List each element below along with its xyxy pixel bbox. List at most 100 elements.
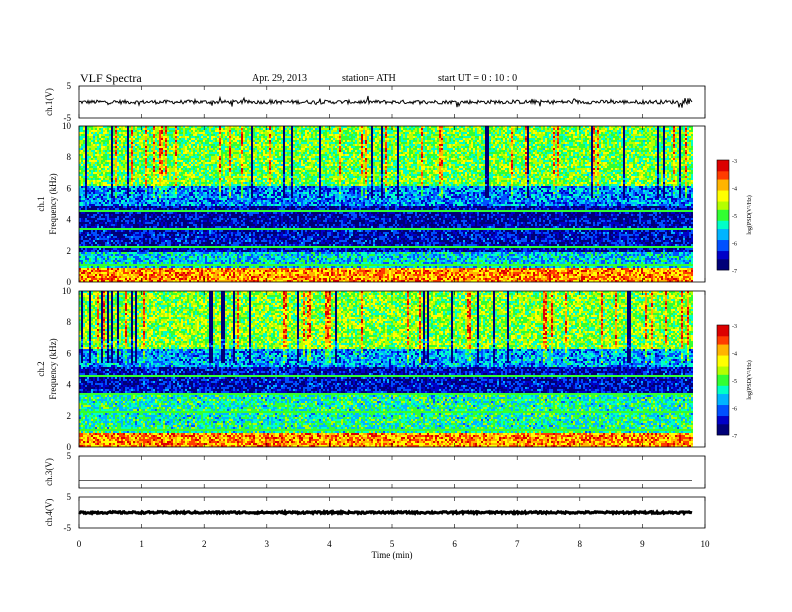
spectrogram-cell (107, 240, 109, 242)
spectrogram-cell (123, 196, 125, 198)
waveform-trace (79, 96, 692, 108)
spectrogram-cell (119, 210, 121, 212)
spectrogram-cell (87, 150, 89, 152)
spectrogram-cell (87, 160, 89, 162)
spectrogram-cell (93, 172, 95, 174)
spectrogram-cell (107, 216, 109, 218)
spectrogram-cell (99, 232, 101, 234)
spectrogram-cell (117, 172, 119, 174)
spectrogram-cell (91, 276, 93, 278)
spectrogram-cell (115, 222, 117, 224)
spectrogram-cell (89, 136, 91, 138)
spectrogram-cell (83, 180, 85, 182)
spectrogram-cell (89, 214, 91, 216)
spectrogram-cell (131, 156, 133, 158)
spectrogram-cell (99, 240, 101, 242)
spectrogram-cell (119, 250, 121, 252)
spectrogram-cell (99, 194, 101, 196)
spectrogram-cell (87, 176, 89, 178)
spectrogram-cell (81, 180, 83, 182)
spectrogram-cell (93, 150, 95, 152)
spectrogram-cell (95, 262, 97, 264)
spectrogram-cell (109, 218, 111, 220)
spectrogram-cell (129, 156, 131, 158)
spectrogram-cell (127, 252, 129, 254)
spectrogram-cell (133, 200, 135, 202)
spectrogram-cell (131, 142, 133, 144)
spectrogram-cell (115, 202, 117, 204)
spectrogram-cell (89, 142, 91, 144)
spectrogram-cell (85, 264, 87, 266)
spectrogram-cell (119, 220, 121, 222)
spectrogram-cell (121, 278, 123, 280)
spectrogram-cell (131, 180, 133, 182)
spectrogram-cell (83, 226, 85, 228)
spectrogram-cell (93, 188, 95, 190)
spectrogram-cell (89, 264, 91, 266)
spectrogram-cell (131, 192, 133, 194)
spectrogram-cell (97, 256, 99, 258)
spectrogram-cell (131, 224, 133, 226)
spectrogram-cell (83, 228, 85, 230)
spectrogram-cell (109, 192, 111, 194)
spectrogram-cell (97, 278, 99, 280)
spectrogram-cell (101, 256, 103, 258)
spectrogram-cell (111, 128, 113, 130)
spectrogram-cell (81, 278, 83, 280)
spectrogram-cell (81, 144, 83, 146)
spectrogram-cell (125, 138, 127, 140)
spectrogram-cell (123, 260, 125, 262)
spectrogram-cell (89, 180, 91, 182)
spectrogram-cell (117, 140, 119, 142)
spectrogram-cell (115, 276, 117, 278)
spectrogram-cell (97, 274, 99, 276)
spectrogram-cell (99, 140, 101, 142)
spectrogram-cell (109, 146, 111, 148)
spectrogram-cell (103, 248, 105, 250)
spectrogram-cell (107, 218, 109, 220)
spectrogram-cell (97, 218, 99, 220)
spectrogram-cell (109, 272, 111, 274)
spectrogram-cell (83, 162, 85, 164)
spectrogram-cell (109, 258, 111, 260)
spectrogram-cell (99, 196, 101, 198)
spectrogram-cell (119, 224, 121, 226)
spectrogram-cell (87, 256, 89, 258)
spectrogram-cell (133, 158, 135, 160)
spectrogram-cell (125, 220, 127, 222)
spectrogram-cell (125, 184, 127, 186)
spectrogram-cell (113, 214, 115, 216)
spectrogram-cell (101, 260, 103, 262)
spectrogram-cell (127, 214, 129, 216)
spectrogram-cell (111, 252, 113, 254)
spectrogram-cell (91, 250, 93, 252)
spectrogram-cell (87, 178, 89, 180)
spectrogram-cell (103, 278, 105, 280)
spectrogram-cell (83, 278, 85, 280)
spectrogram-cell (103, 134, 105, 136)
spectrogram-cell (93, 244, 95, 246)
spectrogram-cell (105, 198, 107, 200)
spectrogram-cell (97, 248, 99, 250)
waveform-frame (79, 86, 705, 118)
spectrogram-cell (95, 198, 97, 200)
spectrogram-cell (91, 194, 93, 196)
spectrogram-cell (129, 256, 131, 258)
spectrogram-cell (93, 174, 95, 176)
spectrogram-cell (89, 192, 91, 194)
spectrogram-cell (107, 174, 109, 176)
spectrogram-cell (105, 252, 107, 254)
spectrogram-cell (117, 142, 119, 144)
spectrogram-cell (87, 170, 89, 172)
spectrogram-cell (81, 166, 83, 168)
spectrogram-cell (93, 254, 95, 256)
spectrogram-cell (123, 164, 125, 166)
spectrogram-cell (109, 176, 111, 178)
spectrogram-cell (107, 252, 109, 254)
spectrogram-cell (115, 274, 117, 276)
spectrogram-cell (97, 204, 99, 206)
spectrogram-cell (123, 128, 125, 130)
spectrogram-cell (129, 150, 131, 152)
spectrogram-cell (117, 264, 119, 266)
spectrogram-cell (105, 194, 107, 196)
